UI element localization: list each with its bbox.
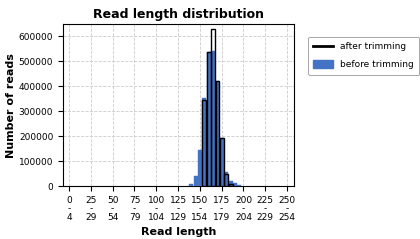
Bar: [202, 100, 206, 186]
Bar: [224, 174, 228, 186]
Bar: [202, 98, 206, 186]
Bar: [215, 81, 220, 186]
Legend: after trimming, before trimming: after trimming, before trimming: [308, 37, 420, 75]
Bar: [207, 52, 211, 186]
Bar: [228, 181, 233, 186]
Bar: [215, 81, 220, 186]
Title: Read length distribution: Read length distribution: [93, 8, 264, 21]
Bar: [220, 138, 224, 186]
Bar: [207, 52, 211, 186]
Bar: [233, 183, 237, 186]
Bar: [189, 184, 193, 186]
Bar: [237, 185, 241, 186]
Bar: [228, 184, 233, 186]
Bar: [220, 138, 224, 186]
X-axis label: Read length: Read length: [141, 227, 216, 237]
Bar: [194, 176, 198, 186]
Bar: [211, 51, 215, 186]
Bar: [224, 172, 228, 186]
Bar: [211, 29, 215, 186]
Bar: [198, 150, 202, 186]
Y-axis label: Number of reads: Number of reads: [6, 53, 16, 158]
